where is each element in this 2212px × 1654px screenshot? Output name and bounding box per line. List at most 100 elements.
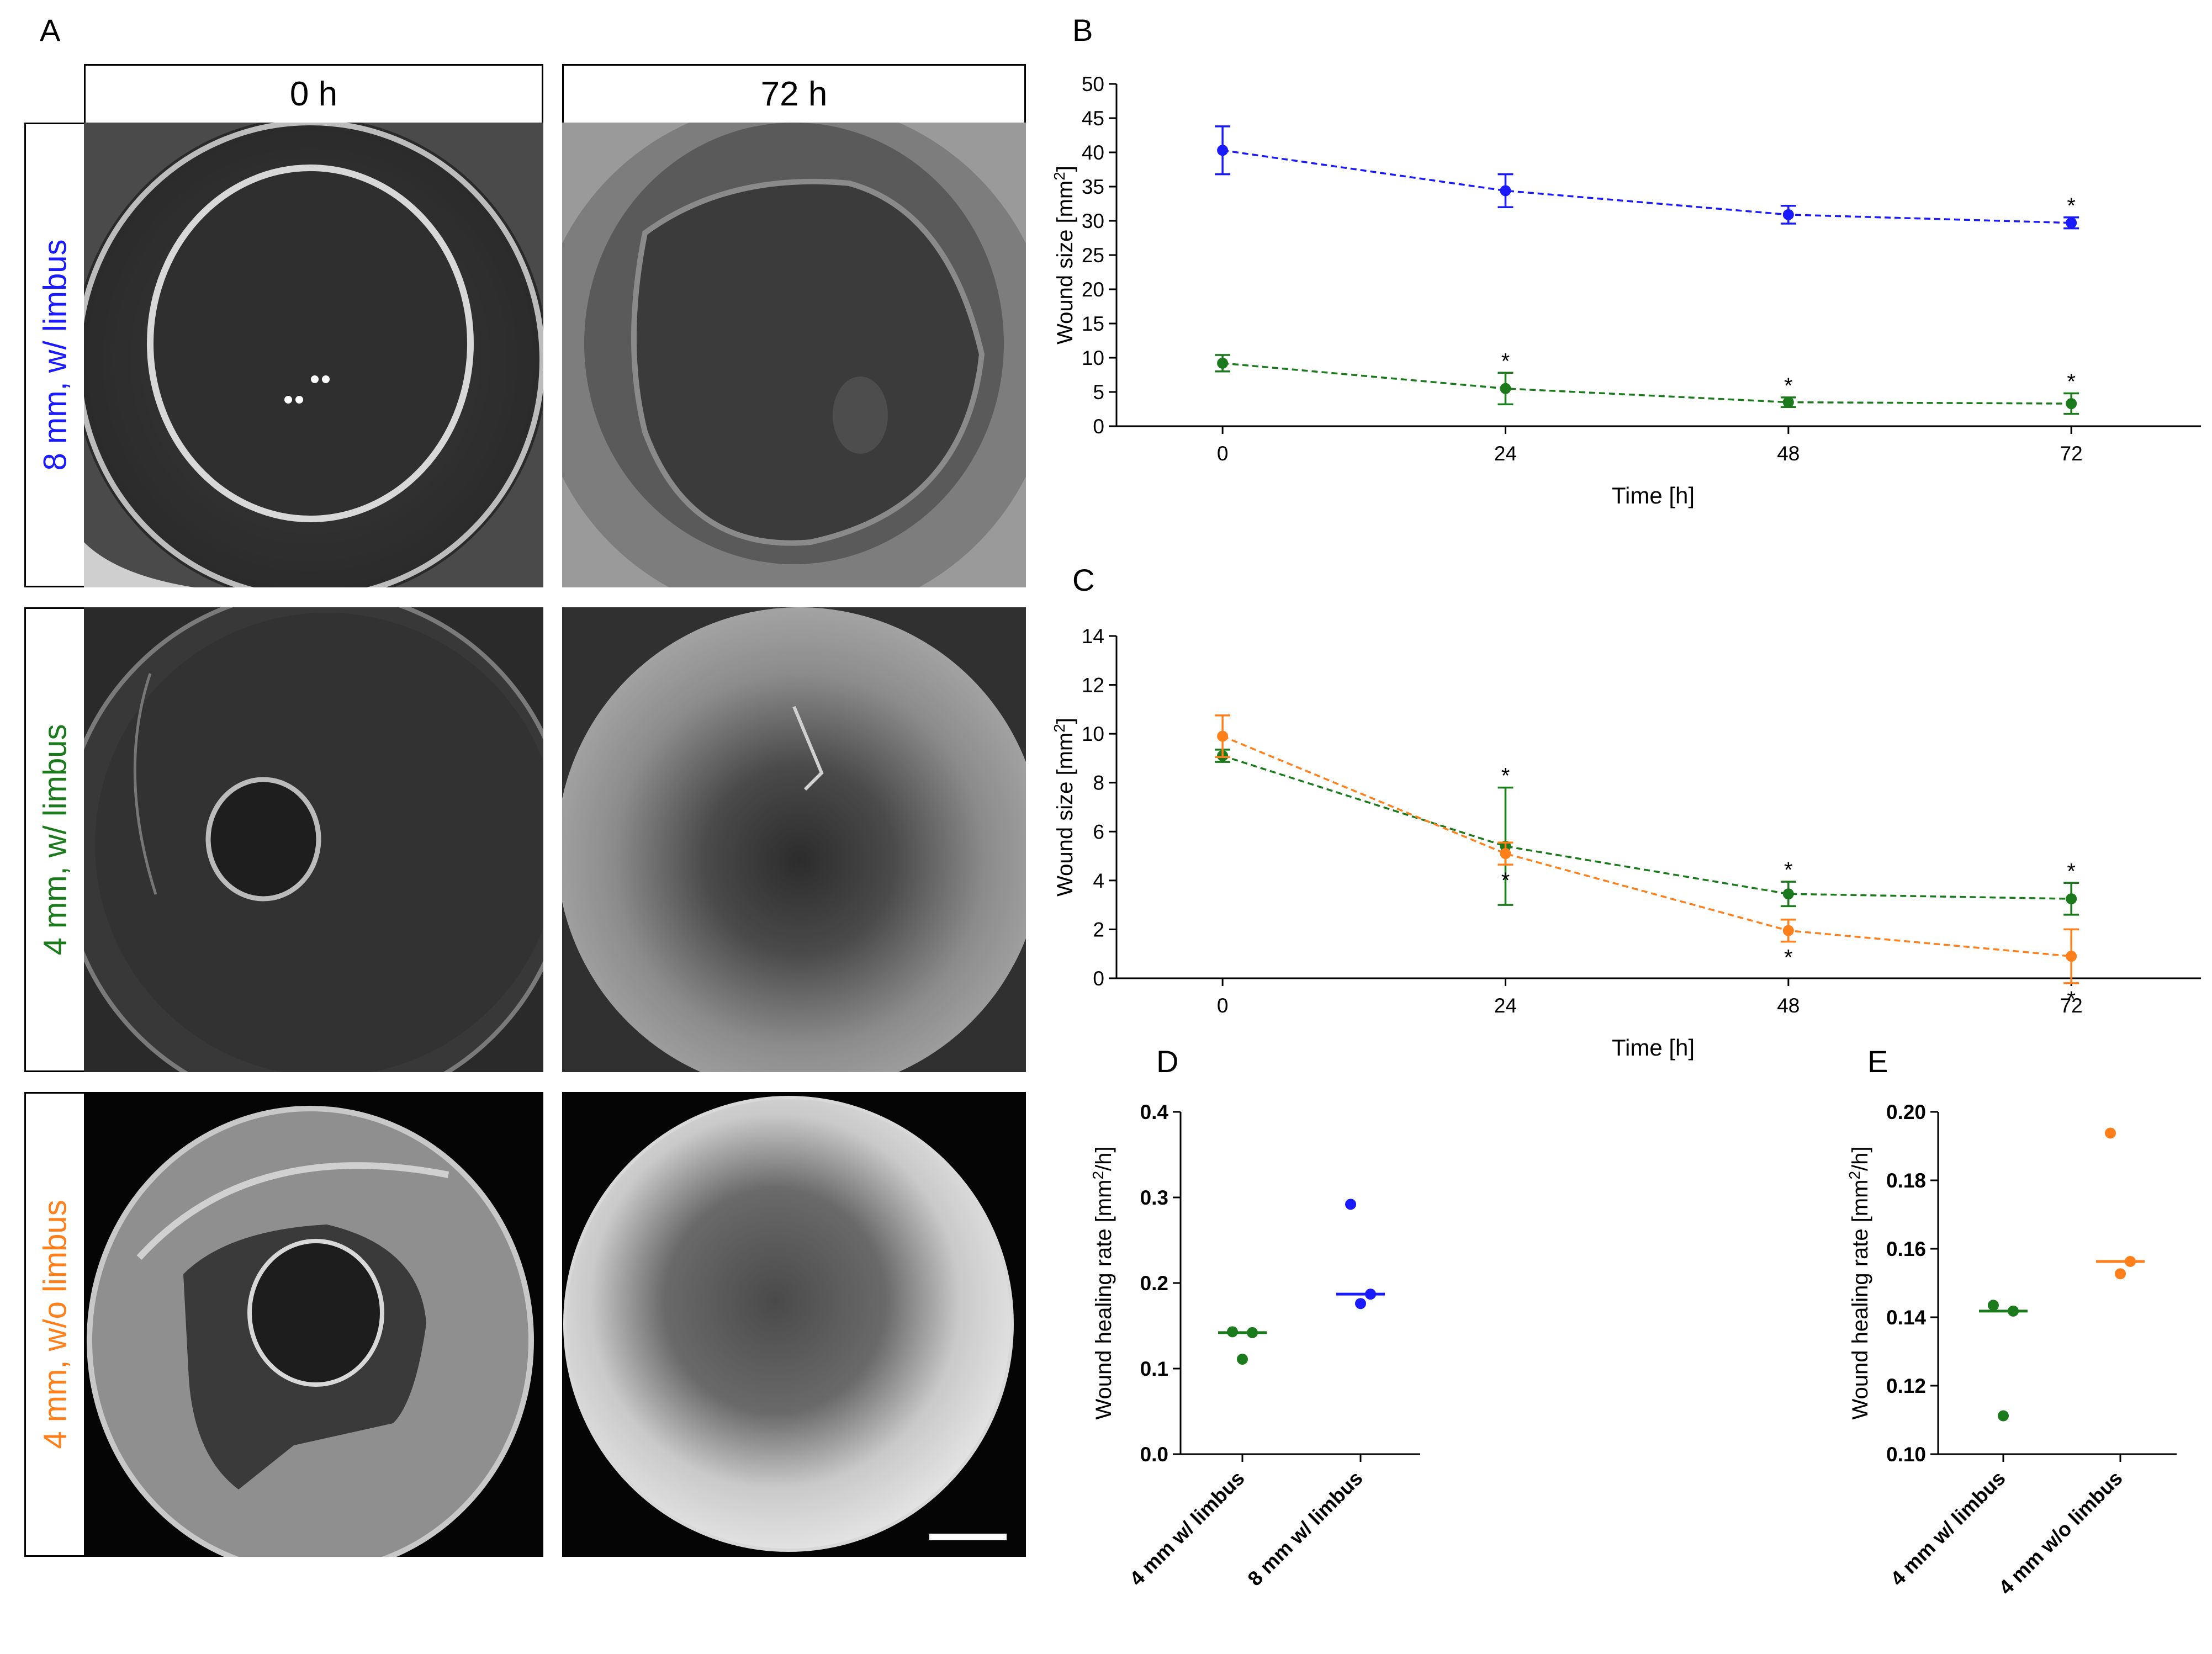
series-line-c-0 — [1222, 755, 2072, 900]
data-point-e — [2125, 1255, 2136, 1267]
data-point-e — [1998, 1410, 2009, 1422]
data-point-e — [2105, 1127, 2116, 1139]
category-label-e: 4 mm w/o limbus — [1994, 1467, 2127, 1599]
x-tick-label-c: 24 — [1494, 994, 1517, 1017]
y-tick-label-b: 25 — [1082, 244, 1104, 267]
data-point-e — [2008, 1305, 2019, 1317]
significance-star-b: * — [2067, 194, 2076, 218]
data-point-d — [1355, 1298, 1366, 1310]
chart-e-healing-rate: 0.10 0.12 0.14 0.16 0.18 0.20 Wound healing ra… — [1846, 1101, 2177, 1599]
y-tick-label-b: 45 — [1082, 107, 1104, 130]
y-tick-label-d: 0.0 — [1140, 1443, 1168, 1466]
y-tick-label-b: 10 — [1082, 347, 1104, 369]
significance-star-c: * — [2067, 859, 2076, 883]
y-tick-label-b: 40 — [1082, 141, 1104, 164]
row-header-4mm-with-limbus: 4 mm, w/ limbus — [24, 607, 84, 1072]
y-axis-label-e: Wound healing rate [mm2/h] — [1846, 1146, 1872, 1419]
data-point-d — [1365, 1289, 1376, 1300]
significance-star-c: * — [1501, 868, 1510, 893]
significance-star-b: * — [2067, 369, 2076, 394]
data-point-d — [1237, 1353, 1248, 1365]
row-label-4mm-with-limbus: 4 mm, w/ limbus — [37, 724, 73, 956]
data-point-e — [2115, 1268, 2126, 1280]
data-point-b — [1782, 396, 1794, 408]
x-axis-label-c: Time [h] — [1612, 1035, 1695, 1061]
micrograph-4mm-with-limbus-72h — [562, 607, 1026, 1072]
micrograph-4mm-without-limbus-0h — [84, 1092, 543, 1557]
x-tick-label-b: 0 — [1217, 442, 1229, 465]
row-header-8mm-with-limbus: 8 mm, w/ limbus — [24, 123, 84, 587]
y-tick-label-e: 0.10 — [1886, 1443, 1926, 1466]
significance-star-b: * — [1784, 374, 1793, 398]
row-label-4mm-without-limbus: 4 mm, w/o limbus — [37, 1200, 73, 1449]
micrograph-8mm-0h — [84, 123, 543, 587]
significance-star-c: * — [2067, 987, 2076, 1011]
significance-star-c: * — [1501, 764, 1510, 788]
y-tick-label-d: 0.3 — [1140, 1186, 1168, 1209]
significance-star-c: * — [1784, 946, 1793, 970]
data-point-c — [2066, 951, 2077, 962]
data-point-d — [1247, 1327, 1258, 1338]
data-point-b — [2066, 398, 2077, 410]
data-point-b — [1500, 185, 1511, 197]
y-tick-label-e: 0.14 — [1886, 1306, 1926, 1329]
data-point-c — [2066, 893, 2077, 905]
x-tick-label-b: 48 — [1777, 442, 1800, 465]
data-point-c — [1782, 888, 1794, 900]
data-point-d — [1227, 1326, 1238, 1338]
significance-star-b: * — [1501, 349, 1510, 373]
x-tick-label-b: 72 — [2060, 442, 2083, 465]
y-tick-label-b: 20 — [1082, 278, 1104, 301]
data-point-b — [1217, 145, 1229, 156]
y-tick-label-e: 0.20 — [1886, 1101, 1926, 1123]
x-axis-label-b: Time [h] — [1612, 483, 1695, 508]
x-tick-label-b: 24 — [1494, 442, 1517, 465]
y-tick-label-e: 0.12 — [1886, 1375, 1926, 1397]
panel-e-letter: E — [1867, 1044, 1888, 1079]
y-tick-label-d: 0.2 — [1140, 1272, 1168, 1295]
column-header-0h: 0 h — [84, 64, 543, 123]
series-line-b-0 — [1222, 149, 2072, 224]
micrograph-4mm-without-limbus-72h — [562, 1092, 1026, 1557]
y-axis-label-b: Wound size [mm2] — [1051, 166, 1077, 344]
x-tick-label-c: 48 — [1777, 994, 1800, 1017]
category-label-e: 4 mm w/ limbus — [1886, 1467, 2010, 1591]
y-tick-label-b: 15 — [1082, 312, 1104, 335]
y-tick-label-c: 2 — [1093, 918, 1104, 941]
y-tick-label-c: 0 — [1093, 967, 1104, 990]
y-tick-label-c: 10 — [1082, 723, 1104, 745]
category-label-d: 8 mm w/ limbus — [1243, 1467, 1367, 1591]
chart-d-healing-rate: 0.0 0.1 0.2 0.3 0.4 Wound healing rate [mm2/h… — [1089, 1101, 1420, 1591]
y-tick-label-c: 8 — [1093, 772, 1104, 794]
y-tick-label-c: 6 — [1093, 820, 1104, 843]
y-tick-label-e: 0.18 — [1886, 1169, 1926, 1192]
series-line-b-1 — [1222, 362, 2072, 405]
series-line-c-1 — [1222, 735, 2072, 957]
y-axis-label-c: Wound size [mm2] — [1051, 718, 1077, 897]
panel-d-letter: D — [1156, 1044, 1179, 1079]
y-tick-label-e: 0.16 — [1886, 1238, 1926, 1260]
panel-a-letter: A — [40, 13, 61, 47]
y-tick-label-b: 5 — [1093, 381, 1104, 404]
data-point-b — [1500, 383, 1511, 394]
significance-star-c: * — [1784, 858, 1793, 882]
x-tick-label-c: 0 — [1217, 994, 1229, 1017]
x-tick-label-c: 72 — [2060, 994, 2083, 1017]
chart-b-wound-size: 0 5 10 15 20 25 30 35 40 45 50 0 24 48 72 Time [h] Wound… — [1051, 73, 2201, 508]
y-tick-label-d: 0.1 — [1140, 1358, 1168, 1380]
y-tick-label-c: 14 — [1082, 625, 1104, 648]
data-point-d — [1345, 1199, 1356, 1210]
y-tick-label-d: 0.4 — [1140, 1101, 1169, 1123]
micrograph-8mm-72h — [562, 123, 1026, 587]
data-point-b — [1782, 209, 1794, 220]
category-label-d: 4 mm w/ limbus — [1125, 1467, 1249, 1591]
data-point-b — [2066, 217, 2077, 229]
y-tick-label-b: 30 — [1082, 210, 1104, 232]
data-point-c — [1500, 848, 1511, 860]
data-point-c — [1782, 925, 1794, 936]
row-header-4mm-without-limbus: 4 mm, w/o limbus — [24, 1092, 84, 1557]
panel-c-letter: C — [1072, 563, 1095, 597]
column-header-72h: 72 h — [562, 64, 1026, 123]
y-tick-label-c: 12 — [1082, 674, 1104, 697]
